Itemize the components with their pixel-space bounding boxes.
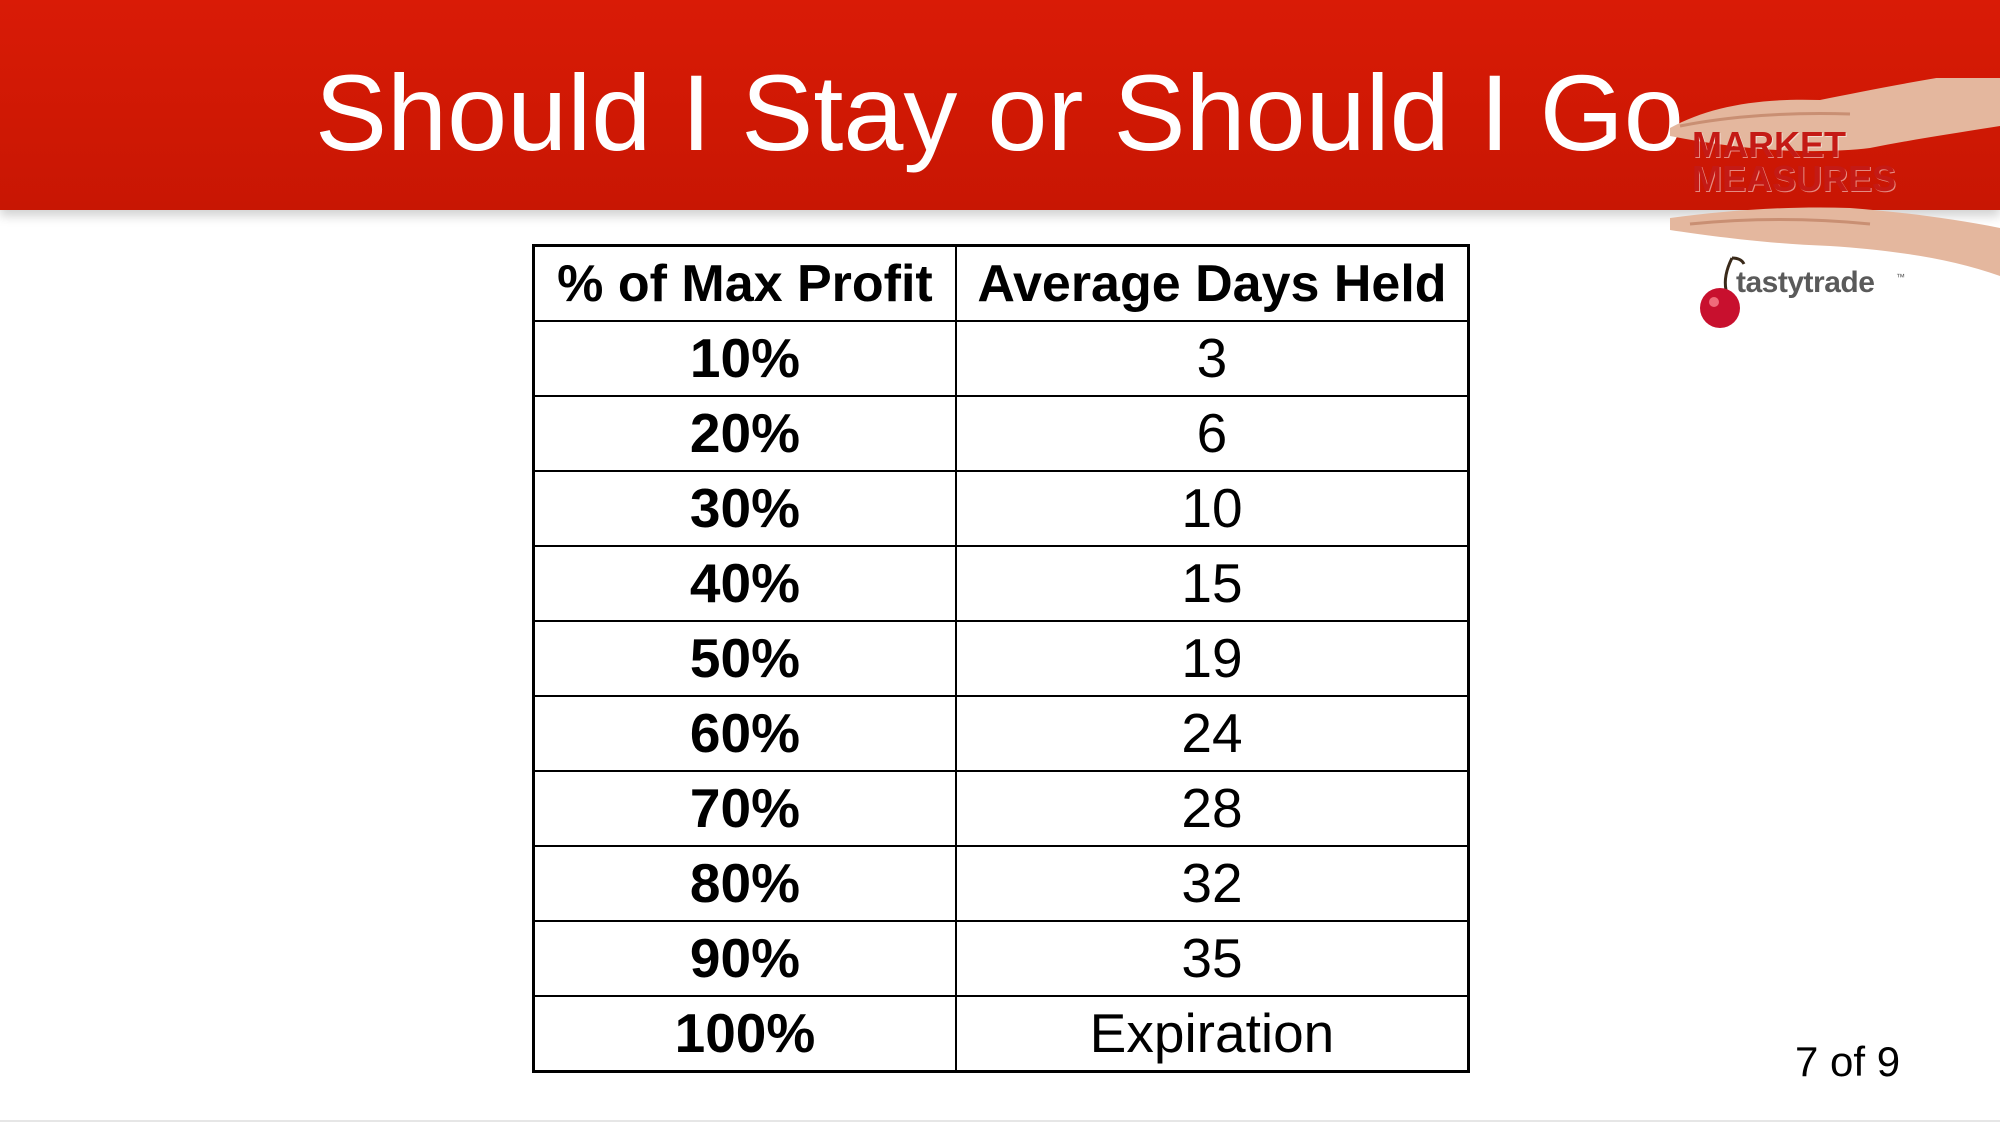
table-row: 50% 19: [532, 620, 1470, 697]
average-days-cell: 6: [954, 395, 1470, 472]
table-row: 80% 32: [532, 845, 1470, 922]
max-profit-cell: 50%: [532, 620, 957, 697]
market-measures-logo: MARKET MEASURES: [1670, 78, 2000, 278]
profit-days-table: % of Max Profit Average Days Held 10% 3 …: [532, 244, 1470, 1073]
average-days-cell: Expiration: [954, 995, 1470, 1073]
table-row: 90% 35: [532, 920, 1470, 997]
average-days-cell: 15: [954, 545, 1470, 622]
column-header-max-profit: % of Max Profit: [532, 244, 957, 322]
table-row: 70% 28: [532, 770, 1470, 847]
table-row: 10% 3: [532, 320, 1470, 397]
max-profit-cell: 10%: [532, 320, 957, 397]
max-profit-cell: 40%: [532, 545, 957, 622]
average-days-cell: 35: [954, 920, 1470, 997]
table-row: 40% 15: [532, 545, 1470, 622]
average-days-cell: 28: [954, 770, 1470, 847]
footer-divider: [0, 1120, 2000, 1122]
table-row: 100% Expiration: [532, 995, 1470, 1073]
average-days-cell: 24: [954, 695, 1470, 772]
trademark-symbol: ™: [1896, 272, 1905, 282]
market-measures-text: MARKET MEASURES: [1692, 124, 1897, 199]
tastytrade-logo-text: tastytrade: [1736, 266, 1875, 299]
title-bar: [0, 0, 2000, 210]
max-profit-cell: 60%: [532, 695, 957, 772]
average-days-cell: 10: [954, 470, 1470, 547]
slide-title: Should I Stay or Should I Go: [315, 52, 1684, 173]
cherry-icon: [1700, 256, 1746, 328]
table-row: 60% 24: [532, 695, 1470, 772]
max-profit-cell: 80%: [532, 845, 957, 922]
max-profit-cell: 100%: [532, 995, 957, 1073]
max-profit-cell: 90%: [532, 920, 957, 997]
column-header-average-days: Average Days Held: [954, 244, 1470, 322]
table-row: 20% 6: [532, 395, 1470, 472]
table-row: 30% 10: [532, 470, 1470, 547]
page-indicator: 7 of 9: [1795, 1038, 1901, 1085]
max-profit-cell: 30%: [532, 470, 957, 547]
max-profit-cell: 70%: [532, 770, 957, 847]
average-days-cell: 19: [954, 620, 1470, 697]
hands-icon: [1670, 78, 2000, 276]
table-header-row: % of Max Profit Average Days Held: [532, 244, 1470, 322]
max-profit-cell: 20%: [532, 395, 957, 472]
average-days-cell: 3: [954, 320, 1470, 397]
average-days-cell: 32: [954, 845, 1470, 922]
